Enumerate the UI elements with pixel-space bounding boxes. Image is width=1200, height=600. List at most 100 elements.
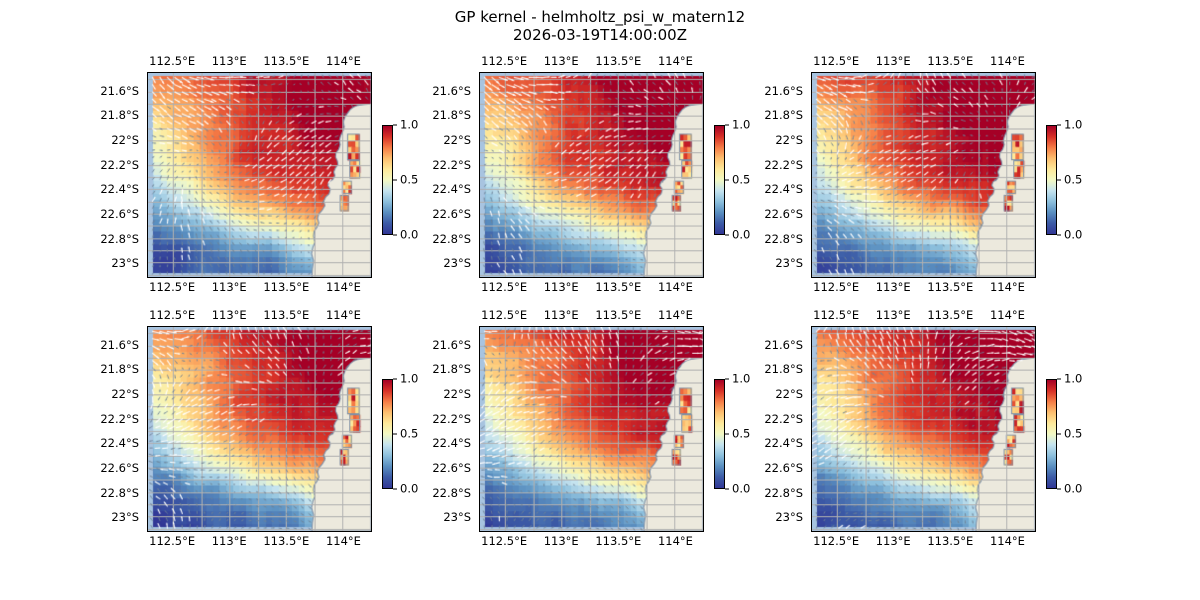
colorbar-tick-mark: [725, 124, 729, 126]
colorbar-gradient: [382, 125, 393, 235]
ytick-label: 22°S: [443, 132, 471, 147]
ytick-label: 22°S: [775, 132, 803, 147]
panel-1-xaxis-top: 112.5°E 113°E 113.5°E 114°E: [147, 54, 372, 69]
xtick-label: 112.5°E: [149, 534, 196, 548]
ytick-label: 22.2°S: [764, 157, 803, 172]
colorbar-tick-label: 1.0: [732, 117, 751, 132]
colorbar-ticks: 1.0 0.5 0.0: [393, 118, 445, 242]
xtick-label: 113°E: [875, 280, 911, 294]
panel-4-xaxis-bottom: 112.5°E 113°E 113.5°E 114°E: [147, 534, 372, 549]
xtick-label: 113.5°E: [595, 534, 642, 548]
xtick-label: 113°E: [211, 534, 247, 548]
colorbar-gradient: [714, 379, 725, 489]
colorbar-tick-mark: [725, 378, 729, 380]
colorbar-tick-label: 0.0: [1064, 227, 1083, 242]
colorbar-tick-label: 0.0: [1064, 481, 1083, 496]
colorbar-tick-label: 0.0: [732, 481, 751, 496]
quiver-overlay: [148, 73, 371, 277]
colorbar-ticks: 1.0 0.5 0.0: [725, 118, 777, 242]
xtick-label: 113.5°E: [595, 54, 642, 68]
ytick-label: 22.6°S: [764, 206, 803, 221]
ytick-label: 22.4°S: [432, 436, 471, 451]
colorbar-tick-mark: [1057, 488, 1061, 490]
xtick-label: 114°E: [989, 534, 1025, 548]
colorbar-tick-label: 0.0: [400, 227, 419, 242]
xtick-label: 112.5°E: [813, 54, 860, 68]
panel-5-map[interactable]: [479, 326, 704, 532]
xtick-label: 112.5°E: [481, 54, 528, 68]
panel-2: 112.5°E 113°E 113.5°E 114°E 112.5°E 113°E 113.…: [418, 45, 778, 297]
xtick-label: 112.5°E: [813, 280, 860, 294]
ytick-label: 23°S: [111, 256, 139, 271]
panel-1-map[interactable]: [147, 72, 372, 278]
ytick-label: 22.8°S: [432, 485, 471, 500]
figure-title: GP kernel - helmholtz_psi_w_matern12 202…: [0, 8, 1200, 44]
colorbar-tick-mark: [393, 179, 397, 181]
ytick-label: 22°S: [111, 132, 139, 147]
figure-title-line1: GP kernel - helmholtz_psi_w_matern12: [454, 8, 746, 26]
xtick-label: 113.5°E: [263, 308, 310, 322]
ytick-label: 22.4°S: [100, 436, 139, 451]
ytick-label: 22.2°S: [432, 411, 471, 426]
xtick-label: 113.5°E: [927, 534, 974, 548]
panel-3-yaxis: 21.6°S 21.8°S 22°S 22.2°S 22.4°S 22.6°S 22.8°S…: [750, 72, 807, 278]
panel-2-yaxis: 21.6°S 21.8°S 22°S 22.2°S 22.4°S 22.6°S 22.8°S…: [418, 72, 475, 278]
ytick-label: 22°S: [111, 386, 139, 401]
xtick-label: 113°E: [875, 54, 911, 68]
panel-4-colorbar: 1.0 0.5 0.0: [382, 372, 444, 496]
ytick-label: 21.6°S: [432, 337, 471, 352]
ytick-label: 21.6°S: [100, 83, 139, 98]
colorbar-ticks: 1.0 0.5 0.0: [1057, 118, 1109, 242]
colorbar-tick-label: 0.5: [400, 172, 419, 187]
panel-5-xaxis-top: 112.5°E 113°E 113.5°E 114°E: [479, 308, 704, 323]
ytick-label: 22.4°S: [100, 182, 139, 197]
ytick-label: 23°S: [775, 256, 803, 271]
panel-3-xaxis-bottom: 112.5°E 113°E 113.5°E 114°E: [811, 280, 1036, 295]
xtick-label: 112.5°E: [149, 280, 196, 294]
xtick-label: 113°E: [211, 54, 247, 68]
colorbar-tick-mark: [1057, 378, 1061, 380]
colorbar-tick-label: 1.0: [1064, 371, 1083, 386]
colorbar-gradient: [382, 379, 393, 489]
xtick-label: 113.5°E: [263, 280, 310, 294]
panel-6-xaxis-top: 112.5°E 113°E 113.5°E 114°E: [811, 308, 1036, 323]
panel-5-yaxis: 21.6°S 21.8°S 22°S 22.2°S 22.4°S 22.6°S 22.8°S…: [418, 326, 475, 532]
xtick-label: 114°E: [989, 54, 1025, 68]
colorbar-tick-mark: [393, 378, 397, 380]
panel-6-yaxis: 21.6°S 21.8°S 22°S 22.2°S 22.4°S 22.6°S 22.8°S…: [750, 326, 807, 532]
colorbar-gradient: [1046, 379, 1057, 489]
ytick-label: 21.8°S: [100, 108, 139, 123]
colorbar-tick-label: 0.0: [400, 481, 419, 496]
colorbar-tick-label: 1.0: [1064, 117, 1083, 132]
xtick-label: 113.5°E: [927, 280, 974, 294]
colorbar-tick-mark: [1057, 433, 1061, 435]
panel-1-colorbar: 1.0 0.5 0.0: [382, 118, 445, 242]
ytick-label: 22.8°S: [432, 231, 471, 246]
panel-4-map[interactable]: [147, 326, 372, 532]
ytick-label: 22.6°S: [100, 460, 139, 475]
panel-3-map[interactable]: [811, 72, 1036, 278]
ytick-label: 22.2°S: [100, 411, 139, 426]
panel-2-map[interactable]: [479, 72, 704, 278]
ytick-label: 22°S: [443, 386, 471, 401]
xtick-label: 114°E: [657, 534, 693, 548]
ytick-label: 22.2°S: [432, 157, 471, 172]
panel-3-xaxis-top: 112.5°E 113°E 113.5°E 114°E: [811, 54, 1036, 69]
colorbar-tick-mark: [393, 488, 397, 490]
panel-6-map[interactable]: [811, 326, 1036, 532]
ytick-label: 21.8°S: [432, 362, 471, 377]
colorbar-tick-mark: [725, 488, 729, 490]
ytick-label: 21.8°S: [432, 108, 471, 123]
panel-5-xaxis-bottom: 112.5°E 113°E 113.5°E 114°E: [479, 534, 704, 549]
colorbar-tick-label: 1.0: [732, 371, 751, 386]
panel-1-yaxis: 21.6°S 21.8°S 22°S 22.2°S 22.4°S 22.6°S 22.8°S…: [86, 72, 143, 278]
colorbar-tick-mark: [1057, 179, 1061, 181]
xtick-label: 113.5°E: [927, 54, 974, 68]
ytick-label: 23°S: [443, 510, 471, 525]
quiver-overlay: [148, 327, 371, 531]
quiver-overlay: [812, 327, 1035, 531]
ytick-label: 21.6°S: [432, 83, 471, 98]
ytick-label: 21.8°S: [764, 362, 803, 377]
quiver-overlay: [480, 73, 703, 277]
